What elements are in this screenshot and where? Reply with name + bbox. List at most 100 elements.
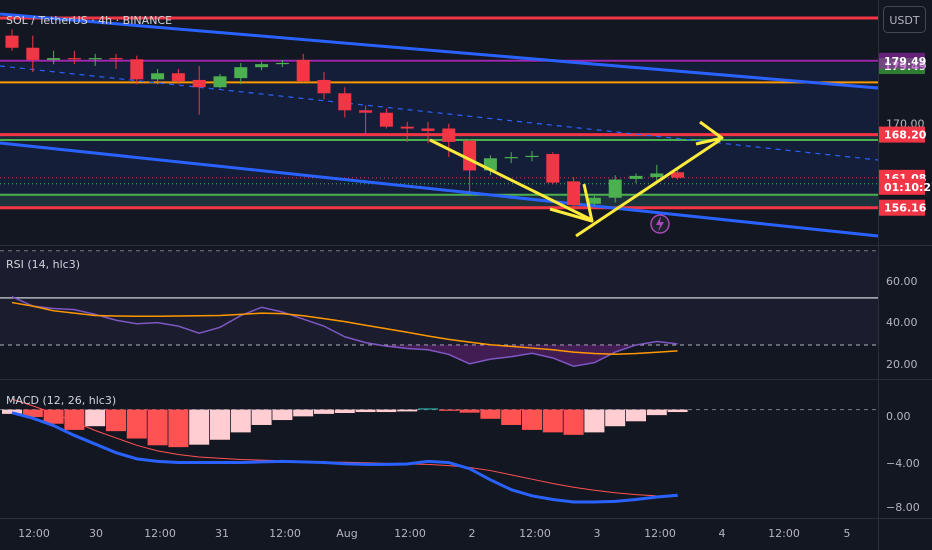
rsi-tick: 40.00 bbox=[886, 316, 918, 329]
macd-histogram-bar bbox=[334, 409, 355, 414]
macd-histogram-bar bbox=[43, 409, 64, 424]
candle-body bbox=[671, 172, 685, 178]
time-label: 2 bbox=[469, 527, 476, 540]
macd-histogram-bar bbox=[501, 409, 522, 425]
candle-body bbox=[608, 179, 622, 198]
rsi-oversold-fill bbox=[12, 345, 678, 367]
svg-text:USDT: USDT bbox=[889, 14, 920, 27]
candle-body bbox=[421, 128, 435, 131]
macd-histogram-bar bbox=[522, 409, 542, 430]
macd-histogram-bar bbox=[272, 409, 293, 421]
macd-histogram-bar bbox=[480, 409, 501, 419]
macd-histogram-bar bbox=[126, 409, 147, 439]
candle-body bbox=[171, 73, 185, 82]
time-label: 12:00 bbox=[644, 527, 676, 540]
candle-body bbox=[359, 110, 373, 113]
time-axis[interactable]: 12:00 30 12:00 31 12:00 Aug 12:00 2 12:0… bbox=[18, 527, 850, 540]
macd-histogram-bar bbox=[251, 409, 272, 425]
price-tag bbox=[879, 199, 925, 216]
candle-body bbox=[338, 93, 352, 111]
rsi-pane[interactable] bbox=[0, 250, 878, 367]
rsi-title[interactable]: RSI (14, hlc3) bbox=[6, 258, 80, 271]
time-label: 12:00 bbox=[768, 527, 800, 540]
macd-histogram-bar bbox=[64, 409, 85, 430]
macd-histogram-bar bbox=[438, 409, 459, 411]
macd-histogram-bar bbox=[22, 409, 43, 417]
macd-histogram-bar bbox=[85, 409, 106, 427]
candle-body bbox=[26, 47, 40, 60]
candle-body bbox=[255, 64, 269, 68]
macd-histogram-bar bbox=[230, 409, 251, 433]
macd-histogram-bar bbox=[667, 409, 688, 413]
rsi-tick: 60.00 bbox=[886, 275, 918, 288]
candle-body bbox=[192, 79, 206, 88]
price-tag-label: 168.20 bbox=[884, 129, 927, 142]
candle-body bbox=[379, 112, 393, 127]
macd-pane[interactable] bbox=[0, 398, 878, 504]
candle-body bbox=[546, 154, 560, 183]
down-arrow-head bbox=[549, 183, 594, 223]
time-label: 12:00 bbox=[144, 527, 176, 540]
candle-body bbox=[213, 76, 227, 88]
time-label: 3 bbox=[594, 527, 601, 540]
candle-body bbox=[130, 59, 144, 80]
candle-body bbox=[234, 67, 248, 79]
up-arrow-line bbox=[575, 138, 721, 238]
candle-body bbox=[463, 140, 477, 171]
price-tag-label: 01:10:27 bbox=[884, 181, 932, 194]
macd-histogram-bar bbox=[147, 409, 168, 446]
macd-histogram-bar bbox=[584, 409, 605, 433]
price-pane[interactable] bbox=[0, 12, 879, 238]
candle-body bbox=[67, 58, 81, 60]
macd-histogram-bar bbox=[314, 409, 334, 414]
candle-body bbox=[587, 197, 601, 204]
candle-body bbox=[400, 126, 414, 129]
candle-body bbox=[629, 175, 643, 179]
macd-histogram-bar bbox=[397, 409, 418, 412]
lightning-icon bbox=[656, 216, 664, 232]
time-label: 31 bbox=[215, 527, 229, 540]
candle-body bbox=[650, 173, 664, 178]
candle-body bbox=[88, 58, 102, 60]
time-label: 4 bbox=[719, 527, 726, 540]
time-label: 12:00 bbox=[394, 527, 426, 540]
currency-button[interactable]: USDT bbox=[883, 6, 926, 33]
macd-histogram-bar bbox=[210, 409, 230, 440]
price-tag-label: 179.49 bbox=[884, 55, 926, 68]
candle-body bbox=[5, 35, 19, 48]
channel-mid-line bbox=[0, 65, 879, 161]
macd-tick: 0.00 bbox=[886, 410, 911, 423]
price-tag bbox=[879, 52, 925, 69]
resistance-zone bbox=[0, 134, 878, 141]
candle-body bbox=[109, 58, 123, 60]
price-tag-label: 156.16 bbox=[884, 202, 927, 215]
candle-body bbox=[567, 181, 581, 206]
candle-body bbox=[47, 58, 61, 60]
price-tag bbox=[879, 126, 925, 143]
symbol-title[interactable]: SOL / TetherUS · 4h · BINANCE bbox=[6, 14, 172, 27]
macd-title[interactable]: MACD (12, 26, hlc3) bbox=[6, 394, 116, 407]
candle-body bbox=[442, 128, 456, 142]
macd-line bbox=[11, 411, 678, 504]
rsi-ma-line bbox=[11, 301, 678, 355]
rsi-axis[interactable]: 60.00 40.00 20.00 bbox=[886, 275, 918, 371]
candle-body bbox=[525, 155, 539, 158]
macd-histogram-bar bbox=[418, 408, 438, 410]
macd-histogram-bar bbox=[376, 409, 397, 413]
candle-body bbox=[151, 73, 165, 80]
macd-axis[interactable]: 0.00 −4.00 −8.00 bbox=[886, 410, 920, 514]
channel-lower-line bbox=[0, 141, 879, 238]
macd-histogram-bar bbox=[605, 409, 626, 427]
macd-histogram-bar bbox=[646, 409, 667, 416]
macd-histogram-bar bbox=[2, 409, 22, 414]
rsi-line bbox=[11, 295, 678, 367]
macd-histogram-bar bbox=[563, 409, 584, 435]
price-tag bbox=[879, 178, 925, 195]
macd-histogram-bar bbox=[459, 409, 480, 413]
macd-histogram-bar bbox=[626, 409, 646, 422]
macd-histogram-bar bbox=[168, 409, 189, 448]
price-axis[interactable]: 179.49179.49170.00168.20161.0801:10:2715… bbox=[879, 52, 932, 216]
macd-histogram-bar bbox=[106, 409, 126, 432]
